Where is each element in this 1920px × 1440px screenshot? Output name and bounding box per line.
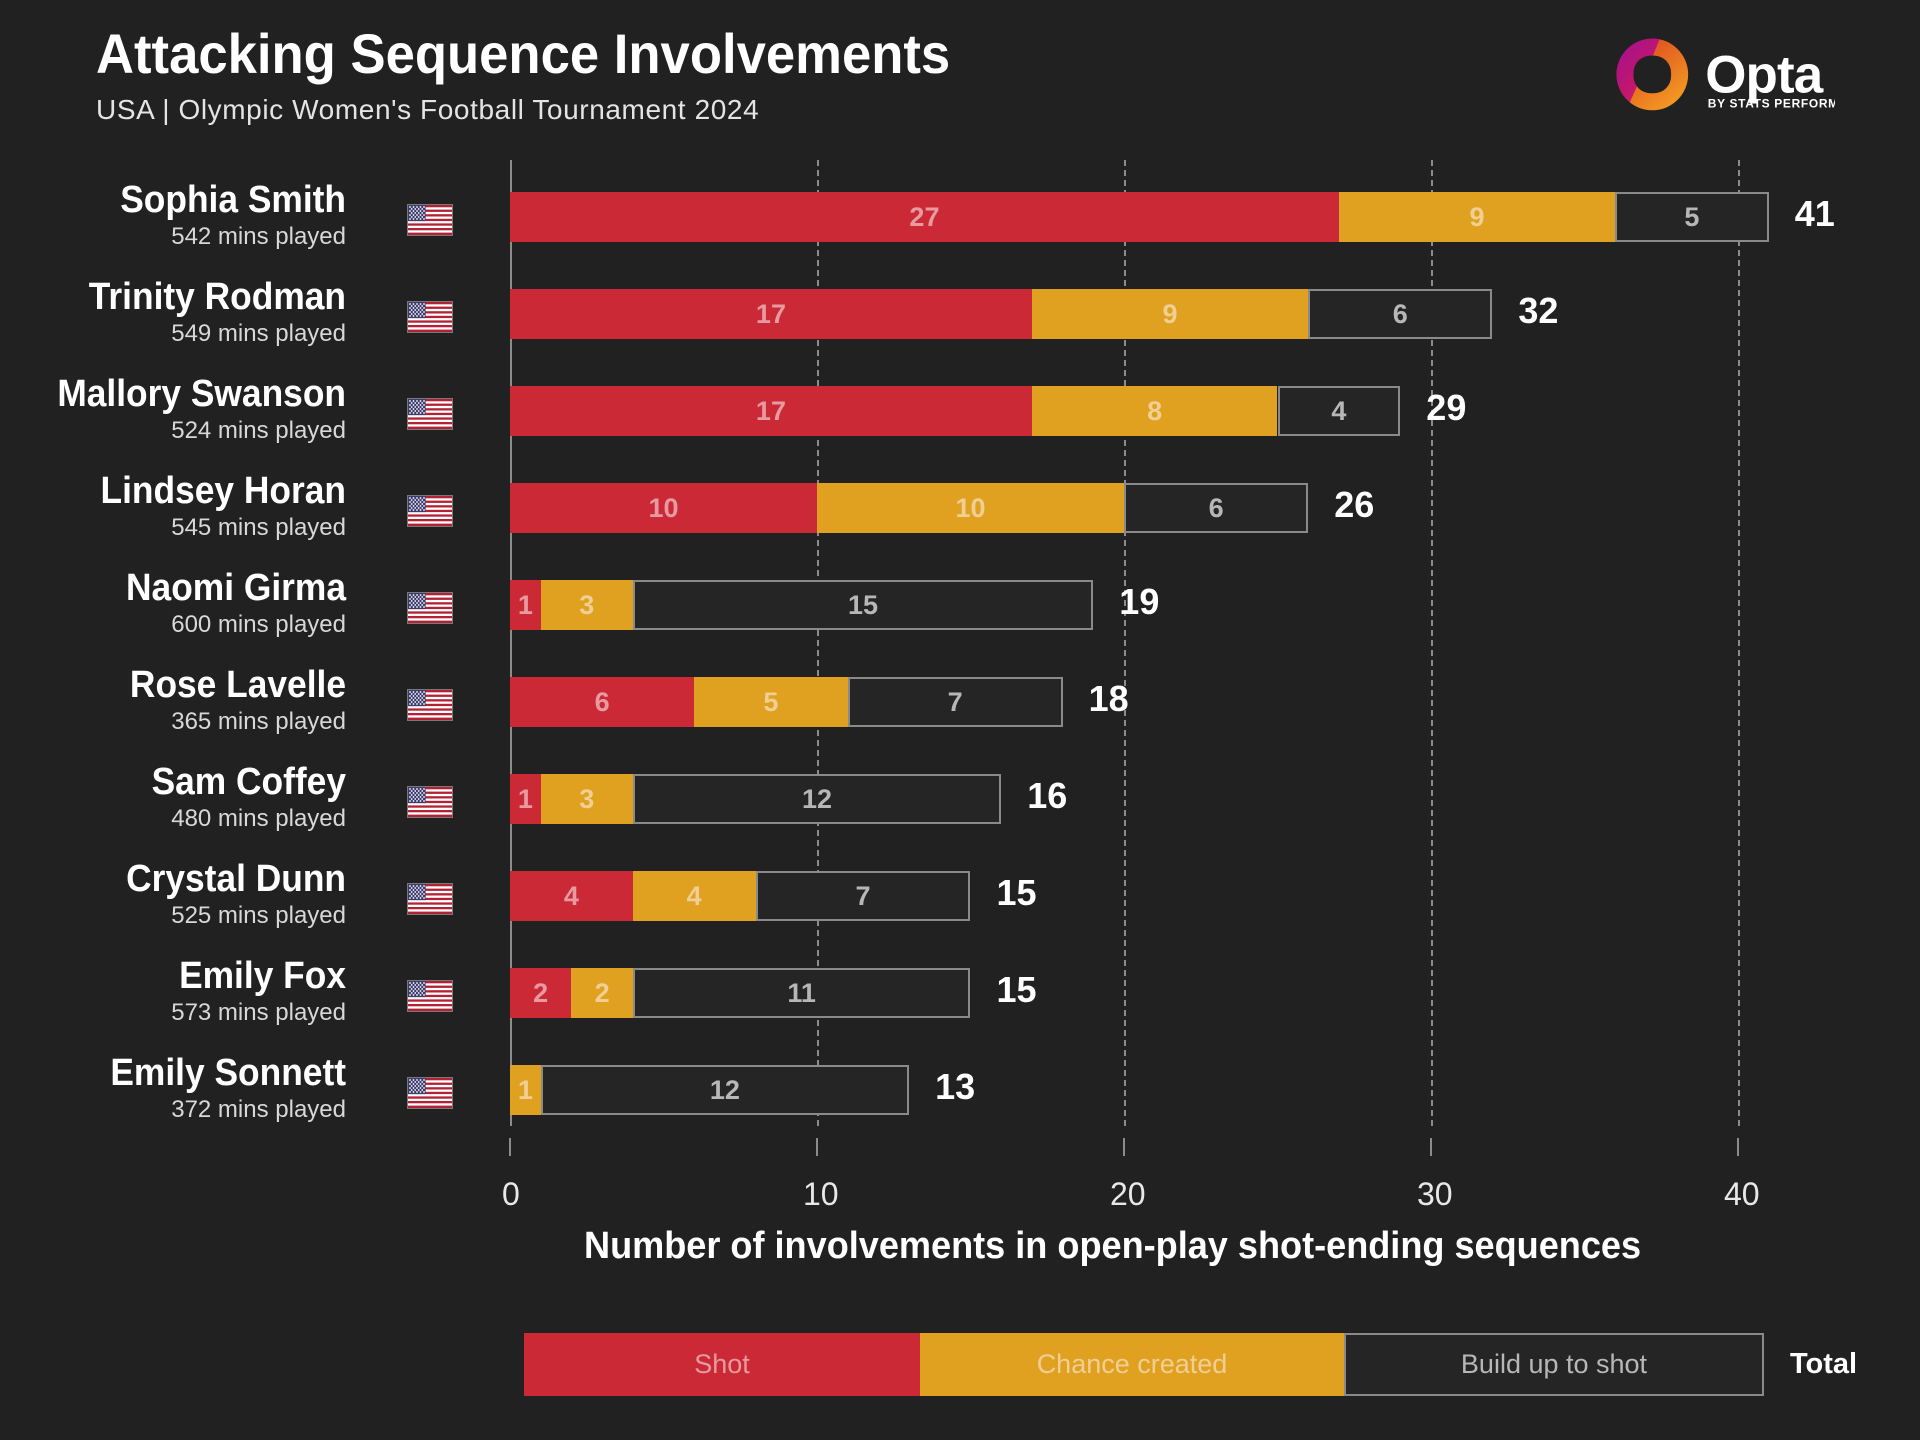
svg-text:BY STATS PERFORM: BY STATS PERFORM [1708, 97, 1835, 111]
svg-text:Opta: Opta [1705, 45, 1824, 104]
